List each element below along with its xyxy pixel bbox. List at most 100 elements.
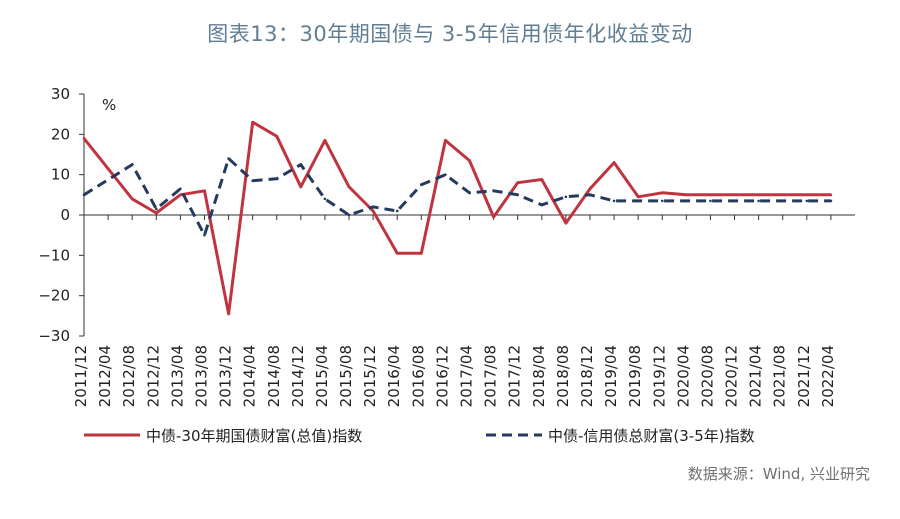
- data-point: [829, 193, 833, 197]
- x-tick-label: 2015/12: [361, 345, 379, 407]
- x-tick-label: 2019/08: [626, 345, 644, 407]
- x-tick-label: 2018/04: [530, 345, 548, 407]
- data-point: [371, 209, 375, 213]
- data-point: [251, 179, 254, 183]
- x-tick-label: 2018/08: [554, 345, 572, 407]
- x-tick-label: 2012/04: [96, 345, 114, 407]
- data-point: [757, 199, 760, 203]
- chart-title: 图表13：30年期国债与 3-5年信用债年化收益变动: [207, 22, 693, 46]
- data-point: [612, 199, 616, 203]
- x-tick-label: 2019/12: [650, 345, 668, 407]
- data-point: [492, 215, 495, 219]
- data-point: [709, 193, 712, 197]
- data-point: [709, 199, 712, 203]
- x-tick-label: 2020/08: [698, 345, 716, 407]
- data-point: [757, 193, 760, 197]
- data-point: [347, 185, 351, 189]
- data-point: [179, 193, 182, 197]
- y-tick-label: −20: [38, 287, 70, 305]
- data-point: [251, 120, 254, 124]
- data-point: [516, 181, 519, 185]
- x-tick-label: 2021/12: [795, 345, 813, 407]
- x-tick-label: 2013/04: [168, 345, 186, 407]
- data-point: [829, 199, 833, 203]
- x-tick-label: 2022/04: [819, 345, 837, 407]
- data-point: [588, 193, 592, 197]
- data-point: [781, 193, 785, 197]
- data-point: [420, 252, 423, 255]
- data-point: [492, 189, 495, 193]
- data-point: [444, 139, 447, 142]
- data-point: [660, 191, 664, 195]
- data-point: [154, 211, 158, 215]
- data-point: [82, 137, 86, 140]
- data-point: [540, 178, 544, 181]
- x-tick-label: 2014/08: [265, 345, 283, 407]
- x-tick-label: 2013/08: [192, 345, 210, 407]
- x-tick-label: 2015/08: [337, 345, 355, 407]
- data-point: [371, 205, 375, 209]
- x-tick-label: 2016/12: [433, 345, 451, 407]
- y-tick-label: −10: [38, 246, 70, 264]
- x-tick-label: 2020/12: [723, 345, 741, 407]
- x-tick-label: 2021/08: [771, 345, 789, 407]
- data-point: [347, 213, 351, 217]
- legend-label-1: 中债-30年期国债财富(总值)指数: [146, 427, 362, 445]
- data-point: [154, 207, 158, 211]
- data-point: [203, 189, 206, 193]
- series-line-2: [83, 157, 831, 237]
- legend-label-2: 中债-信用债总财富(3-5年)指数: [548, 427, 755, 445]
- data-point: [685, 199, 688, 203]
- data-point: [636, 199, 640, 203]
- data-point: [636, 195, 640, 199]
- series-line-1: [82, 120, 831, 316]
- data-point: [395, 209, 399, 213]
- data-point: [781, 199, 785, 203]
- data-point: [130, 163, 134, 166]
- x-tick-label: 2018/12: [578, 345, 596, 407]
- data-point: [733, 193, 736, 197]
- y-unit-label: %: [102, 96, 116, 114]
- data-point: [275, 135, 279, 138]
- data-point: [805, 199, 809, 203]
- data-point: [299, 163, 303, 166]
- x-tick-label: 2015/04: [313, 345, 331, 407]
- x-tick-label: 2017/08: [482, 345, 500, 407]
- data-point: [660, 199, 664, 203]
- x-tick-label: 2016/04: [385, 345, 403, 407]
- source-note: 数据来源：Wind, 兴业研究: [687, 465, 870, 483]
- data-point: [805, 193, 809, 197]
- data-point: [82, 193, 86, 197]
- data-point: [203, 233, 206, 237]
- y-tick-label: 10: [51, 166, 70, 184]
- data-point: [685, 193, 688, 197]
- x-tick-label: 2020/04: [674, 345, 692, 407]
- y-tick-label: 0: [60, 206, 70, 224]
- data-point: [540, 203, 544, 207]
- data-point: [395, 252, 399, 255]
- x-tick-label: 2019/04: [602, 345, 620, 407]
- data-point: [323, 197, 327, 201]
- data-point: [227, 157, 230, 160]
- data-point: [468, 159, 471, 162]
- x-tick-label: 2017/04: [458, 345, 476, 407]
- y-tick-label: 20: [51, 125, 70, 143]
- x-tick-label: 2012/12: [144, 345, 162, 407]
- data-point: [612, 161, 616, 164]
- data-point: [179, 187, 182, 191]
- data-point: [420, 183, 423, 187]
- x-tick-label: 2017/12: [506, 345, 524, 407]
- data-point: [468, 191, 471, 195]
- data-point: [227, 312, 230, 316]
- x-tick-label: 2012/08: [120, 345, 138, 407]
- data-point: [130, 197, 134, 201]
- data-point: [733, 199, 736, 203]
- data-point: [299, 185, 303, 189]
- y-tick-label: 30: [51, 85, 70, 103]
- x-tick-label: 2014/12: [289, 345, 307, 407]
- x-tick-label: 2011/12: [72, 345, 90, 407]
- data-point: [516, 193, 519, 197]
- data-point: [564, 221, 568, 225]
